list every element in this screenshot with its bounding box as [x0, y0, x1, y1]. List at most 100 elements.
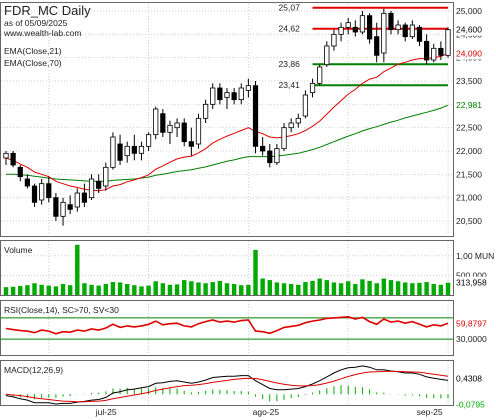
macd-hist-last-label-bg	[454, 398, 494, 411]
volume-tick-label: 1,00 MUN	[456, 251, 494, 261]
volume-bar	[46, 285, 51, 295]
as-of-date: as of 05/09/2025	[4, 18, 68, 28]
candle-body	[374, 36, 380, 56]
volume-bar	[281, 283, 287, 295]
volume-bar	[174, 284, 180, 295]
x-tick-label: jul-25	[95, 407, 117, 417]
level-label: 24,62	[279, 24, 301, 34]
price-tick-label: 22,500	[456, 123, 482, 133]
candle-body	[138, 145, 145, 154]
price-tick-label: 21,000	[456, 193, 482, 203]
volume-bar	[3, 287, 9, 295]
price-tick-label: 23,500	[456, 76, 482, 86]
rsi-last-label-bg	[454, 317, 494, 330]
candle-body	[10, 152, 16, 166]
candle-body	[217, 87, 223, 101]
candle-body	[381, 12, 387, 54]
volume-bar	[25, 285, 30, 295]
candle-body	[96, 180, 102, 189]
ema21-last-label-bg	[454, 47, 494, 60]
volume-bar	[231, 284, 237, 295]
volume-panel-title: Volume	[4, 245, 33, 255]
candle-body	[153, 108, 159, 136]
candle-body	[203, 103, 209, 119]
axis-labels: 25,00024,50024,00023,50023,00022,50022,0…	[95, 6, 494, 417]
candle-body	[302, 94, 309, 117]
candle-body	[24, 178, 30, 187]
candle-body	[31, 185, 38, 203]
candle-body	[74, 192, 80, 208]
price-tick-label: 25,000	[456, 6, 482, 16]
volume-bar	[124, 284, 130, 295]
volume-bar	[160, 283, 166, 295]
candle-body	[174, 122, 180, 129]
volume-bar	[153, 281, 158, 295]
volume-bar	[374, 283, 379, 295]
x-tick-label: sep-25	[417, 407, 443, 417]
volume-bar	[438, 284, 444, 295]
candle-body	[17, 166, 23, 178]
price-tick-label: 20,500	[456, 216, 482, 226]
candle-body	[402, 24, 408, 38]
volume-bar	[431, 284, 436, 295]
candle-body	[366, 15, 373, 40]
candle-body	[210, 87, 216, 105]
macd-last-label: 0,4308	[456, 373, 482, 383]
candle-body	[145, 134, 152, 147]
volume-bar	[103, 284, 109, 295]
candle-body	[317, 66, 323, 84]
macd-panel-frame	[0, 360, 454, 406]
candle-body	[295, 117, 301, 124]
volume-bar	[210, 282, 215, 295]
candle-body	[117, 143, 123, 161]
candle-body	[67, 204, 73, 210]
candle-body	[409, 24, 415, 38]
volume-bar	[253, 249, 258, 295]
ema70-legend: EMA(Close,70)	[4, 58, 62, 68]
volume-bar	[203, 283, 208, 295]
candle-body	[424, 40, 430, 61]
volume-bar	[445, 282, 451, 295]
candle-body	[167, 124, 173, 133]
macd-series	[5, 365, 449, 405]
site-url: www.wealth-lab.com	[3, 28, 81, 38]
rsi-panel-frame	[0, 300, 454, 356]
candle-body	[416, 26, 423, 42]
x-tick-label: ago-25	[253, 407, 280, 417]
candle-body	[245, 85, 251, 91]
volume-bar	[360, 279, 365, 295]
volume-bar	[417, 282, 422, 295]
candle-body	[160, 113, 166, 133]
volume-bar	[132, 285, 137, 295]
volume-bar	[117, 282, 123, 295]
candle-body	[181, 122, 187, 143]
candle-body	[53, 197, 59, 217]
candle-body	[324, 45, 330, 66]
candle-body	[395, 24, 401, 31]
volume-bar	[196, 282, 201, 295]
last-price-label-bg	[454, 23, 494, 36]
candle-body	[331, 33, 337, 47]
ema21-last-label: 24,090	[456, 48, 482, 58]
macd-last-label-bg	[454, 372, 494, 385]
volume-last-label-bg	[454, 276, 494, 289]
volume-bar	[410, 283, 415, 295]
volume-last-label: 313,958	[456, 278, 487, 288]
rsi-panel-title: RSI(Close,14), SC>70, SV<30	[4, 305, 119, 315]
macd-signal-line	[5, 370, 449, 403]
candle-body	[288, 122, 294, 129]
candle-body	[438, 47, 444, 56]
volume-bar	[424, 282, 429, 295]
rsi-series	[1, 315, 453, 340]
volume-bar	[260, 278, 265, 295]
ema70-last-label: 22,981	[456, 100, 482, 110]
volume-bar	[67, 285, 73, 295]
candle-body	[274, 148, 280, 164]
candle-body	[431, 47, 437, 61]
candle-body	[188, 141, 194, 147]
volume-bar	[288, 284, 294, 295]
candle-body	[3, 152, 9, 159]
volume-bar	[53, 286, 59, 295]
candle-body	[252, 85, 259, 147]
